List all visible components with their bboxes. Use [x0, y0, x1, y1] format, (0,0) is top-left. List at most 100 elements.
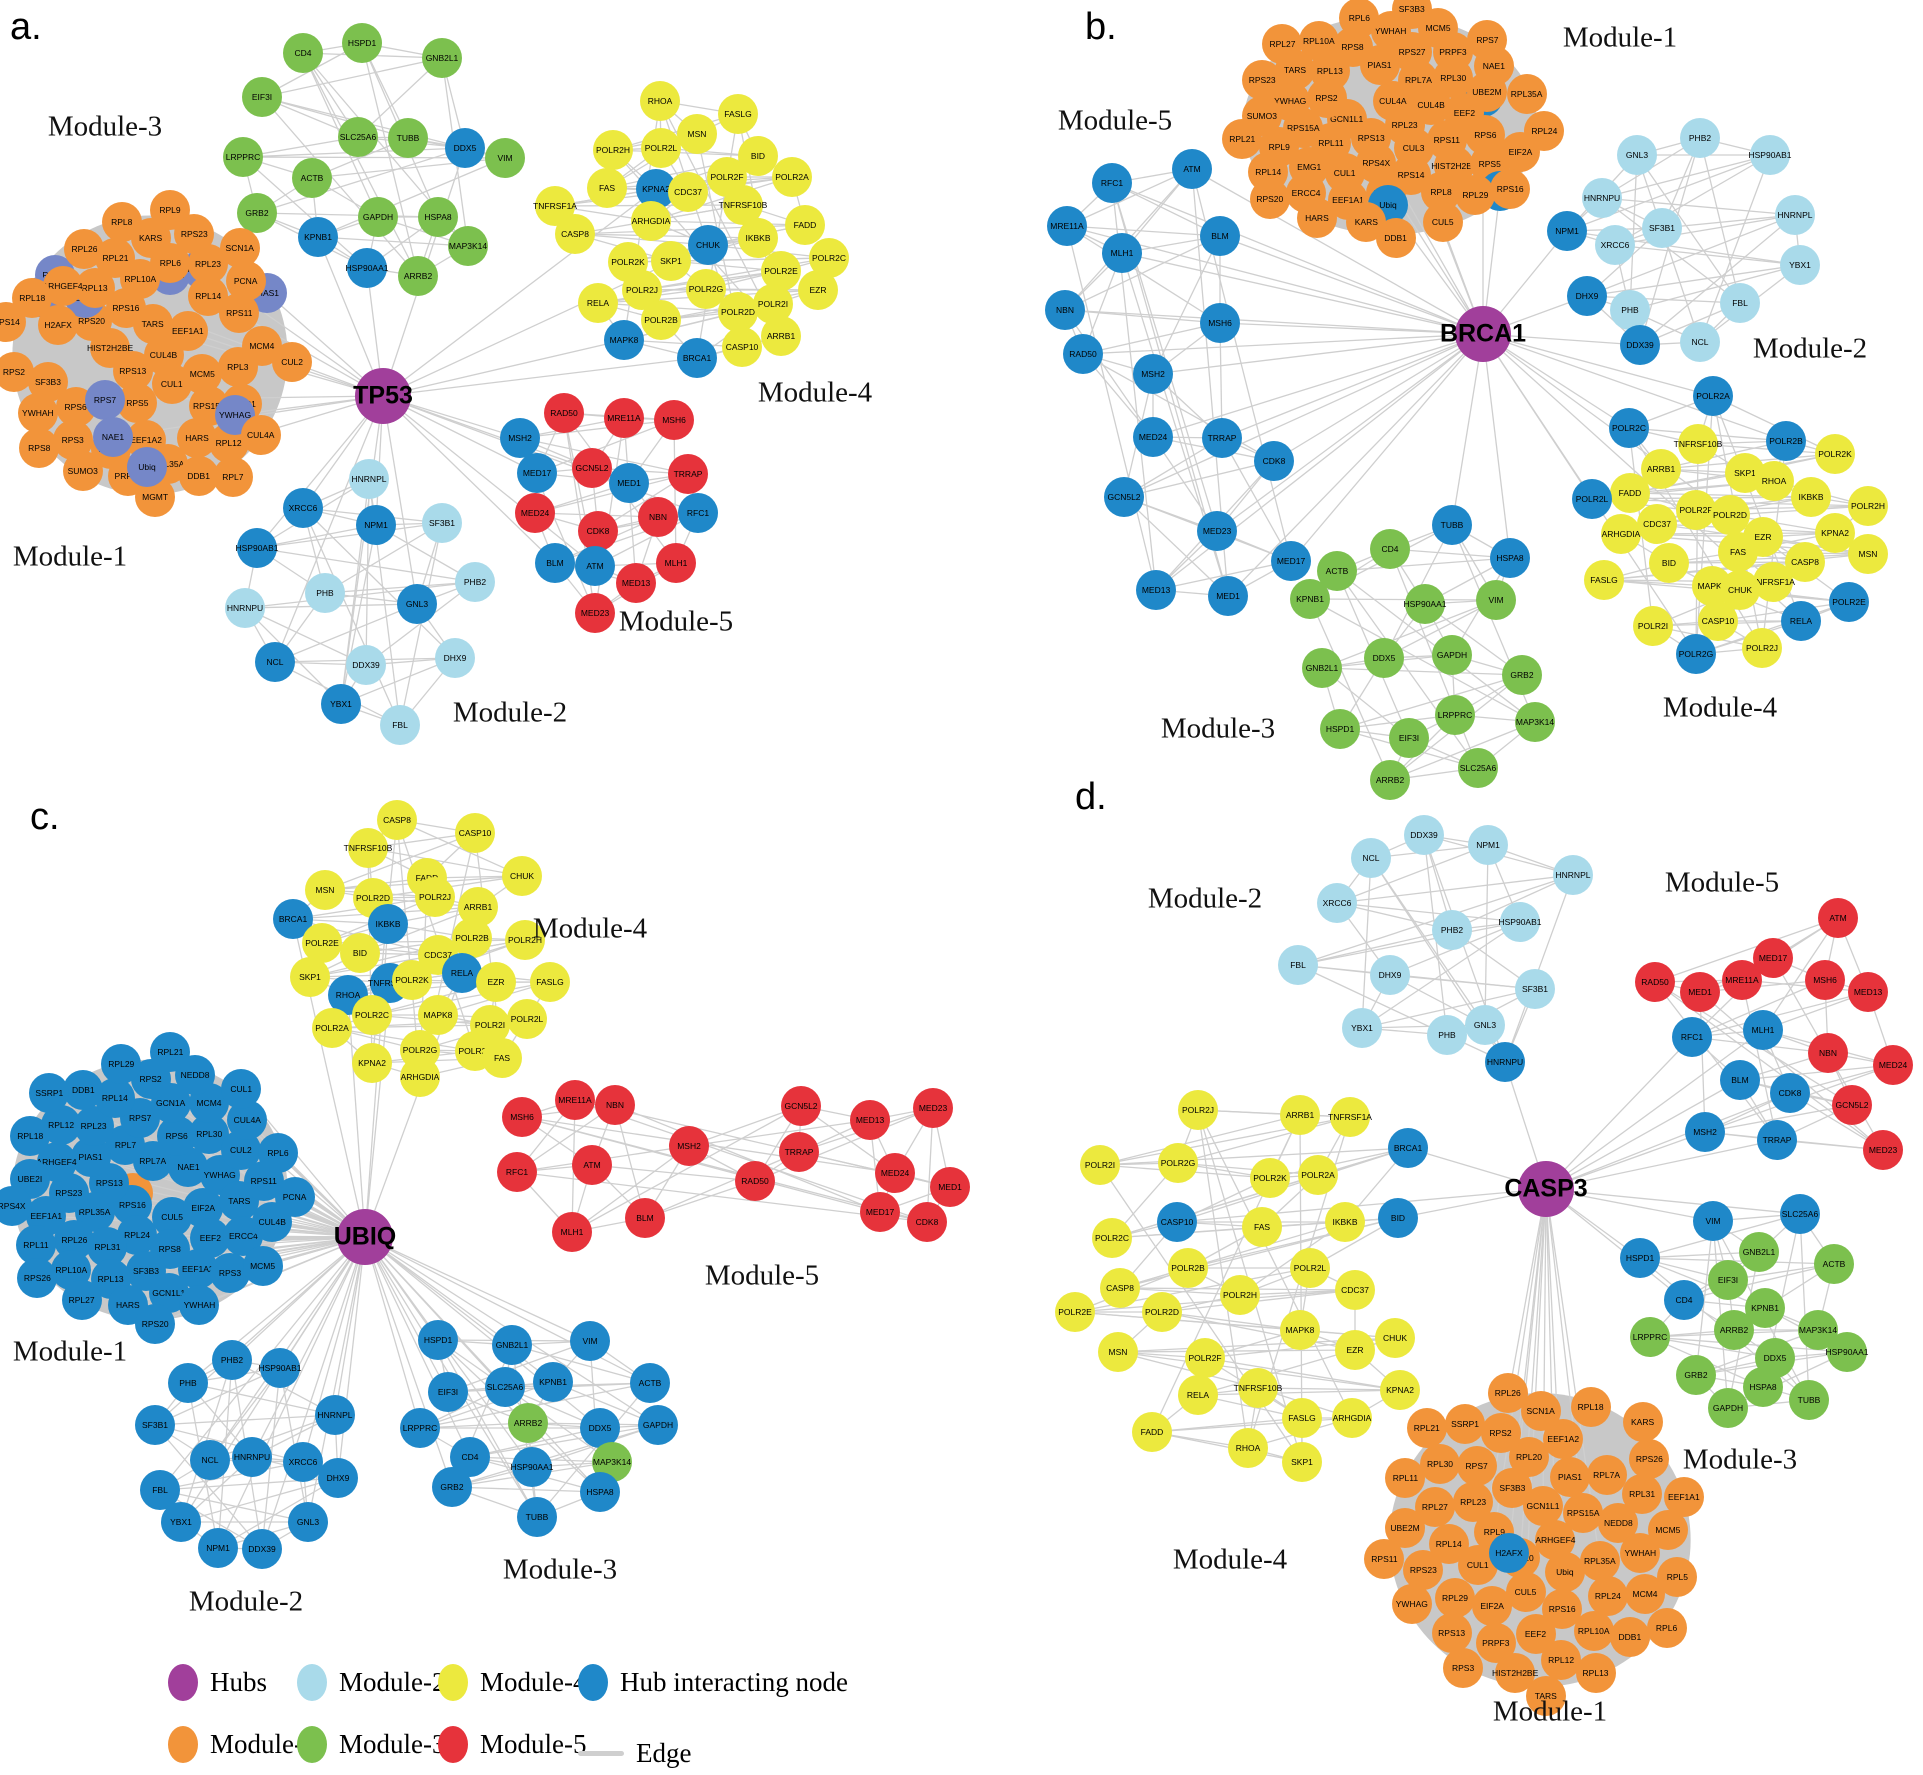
- node-POLR2L[interactable]: POLR2L: [641, 128, 681, 168]
- node-RPL31[interactable]: RPL31: [1622, 1474, 1663, 1514]
- node-XRCC6[interactable]: XRCC6: [1317, 883, 1357, 923]
- node-POLR2B[interactable]: POLR2B: [1168, 1248, 1208, 1288]
- node-RPL23[interactable]: RPL23: [1453, 1482, 1494, 1523]
- node-ARRB2[interactable]: ARRB2: [508, 1403, 548, 1443]
- node-TNFRSF10B[interactable]: TNFRSF10B: [1234, 1368, 1282, 1408]
- node-ATM[interactable]: ATM: [572, 1145, 612, 1185]
- node-MAP3K14[interactable]: MAP3K14: [1515, 702, 1555, 742]
- node-KARS[interactable]: KARS: [1622, 1402, 1663, 1443]
- node-RPL6[interactable]: RPL6: [1339, 0, 1380, 39]
- node-GRB2[interactable]: GRB2: [237, 193, 277, 233]
- node-RPS2[interactable]: RPS2: [1480, 1412, 1521, 1453]
- node-GAPDH[interactable]: GAPDH: [1708, 1388, 1748, 1428]
- node-RPL5[interactable]: RPL5: [1657, 1556, 1698, 1597]
- node-XRCC6[interactable]: XRCC6: [283, 1442, 323, 1482]
- node-PCNA[interactable]: PCNA: [274, 1176, 315, 1217]
- node-GCN5L2[interactable]: GCN5L2: [572, 448, 612, 488]
- node-TRRAP[interactable]: TRRAP: [668, 454, 708, 494]
- node-RPL31[interactable]: RPL31: [87, 1227, 128, 1268]
- node-EIF3I[interactable]: EIF3I: [242, 77, 282, 117]
- node-RFC1[interactable]: RFC1: [1092, 163, 1132, 203]
- node-YBX1[interactable]: YBX1: [161, 1502, 201, 1542]
- node-POLR2A[interactable]: POLR2A: [1693, 376, 1733, 416]
- node-CUL4A[interactable]: CUL4A: [240, 414, 281, 455]
- node-TNFRSF10B[interactable]: TNFRSF10B: [1674, 424, 1722, 464]
- node-BLM[interactable]: BLM: [535, 543, 575, 583]
- node-MAP3K14[interactable]: MAP3K14: [448, 226, 488, 266]
- node-ACTB[interactable]: ACTB: [292, 158, 332, 198]
- node-IKBKB[interactable]: IKBKB: [368, 904, 408, 944]
- node-DDX5[interactable]: DDX5: [580, 1408, 620, 1448]
- node-SKP1[interactable]: SKP1: [290, 957, 330, 997]
- node-CDK8[interactable]: CDK8: [1254, 441, 1294, 481]
- node-DHX9[interactable]: DHX9: [1567, 276, 1607, 316]
- node-MAPK8[interactable]: MAPK8: [418, 995, 458, 1035]
- node-RELA[interactable]: RELA: [1178, 1375, 1218, 1415]
- node-RPS20[interactable]: RPS20: [135, 1304, 176, 1345]
- node-LRPPRC[interactable]: LRPPRC: [1630, 1317, 1670, 1357]
- node-RPL27[interactable]: RPL27: [1262, 23, 1303, 64]
- node-FBL[interactable]: FBL: [1278, 945, 1318, 985]
- node-POLR2F[interactable]: POLR2F: [1185, 1338, 1225, 1378]
- node-EZR[interactable]: EZR: [798, 270, 838, 310]
- node-MSH6[interactable]: MSH6: [654, 400, 694, 440]
- node-FAS[interactable]: FAS: [587, 168, 627, 208]
- node-CDC37[interactable]: CDC37: [1335, 1270, 1375, 1310]
- node-CDC37[interactable]: CDC37: [1637, 504, 1677, 544]
- node-MED1[interactable]: MED1: [930, 1167, 970, 1207]
- node-GNB2L1[interactable]: GNB2L1: [1302, 648, 1342, 688]
- node-HSPD1[interactable]: HSPD1: [1620, 1238, 1660, 1278]
- node-MSH2[interactable]: MSH2: [500, 418, 540, 458]
- node-PHB2[interactable]: PHB2: [1432, 910, 1472, 950]
- node-XRCC6[interactable]: XRCC6: [283, 488, 323, 528]
- node-ARHGDIA[interactable]: ARHGDIA: [400, 1057, 440, 1097]
- node-HSP90AB1[interactable]: HSP90AB1: [1499, 902, 1542, 942]
- node-BLM[interactable]: BLM: [625, 1198, 665, 1238]
- node-CUL1[interactable]: CUL1: [221, 1068, 262, 1109]
- node-SCN1A[interactable]: SCN1A: [219, 228, 260, 269]
- node-NBN[interactable]: NBN: [1045, 290, 1085, 330]
- node-MSH6[interactable]: MSH6: [1200, 303, 1240, 343]
- node-MED24[interactable]: MED24: [515, 493, 555, 533]
- node-UBE2I[interactable]: UBE2I: [9, 1159, 50, 1200]
- node-GNB2L1[interactable]: GNB2L1: [492, 1325, 532, 1365]
- node-HARS[interactable]: HARS: [1296, 198, 1337, 239]
- node-DDX5[interactable]: DDX5: [1364, 638, 1404, 678]
- node-MSH2[interactable]: MSH2: [669, 1126, 709, 1166]
- node-NAE1[interactable]: NAE1: [93, 417, 133, 457]
- node-MSN[interactable]: MSN: [1098, 1332, 1138, 1372]
- node-GNL3[interactable]: GNL3: [1617, 135, 1657, 175]
- node-RPL6[interactable]: RPL6: [257, 1132, 298, 1173]
- node-MED17[interactable]: MED17: [517, 453, 557, 493]
- node-RPL26[interactable]: RPL26: [1487, 1373, 1528, 1414]
- node-POLR2L[interactable]: POLR2L: [1290, 1248, 1330, 1288]
- node-CUL5[interactable]: CUL5: [1505, 1572, 1546, 1613]
- node-PIAS1[interactable]: PIAS1: [1550, 1457, 1590, 1498]
- node-LRPPRC[interactable]: LRPPRC: [1435, 695, 1475, 735]
- node-MCM4[interactable]: MCM4: [1625, 1573, 1666, 1614]
- node-CHUK[interactable]: CHUK: [1375, 1318, 1415, 1358]
- node-GNB2L1[interactable]: GNB2L1: [422, 38, 462, 78]
- node-RPL13[interactable]: RPL13: [1575, 1653, 1616, 1694]
- node-HSPD1[interactable]: HSPD1: [1320, 709, 1360, 749]
- node-GAPDH[interactable]: GAPDH: [638, 1405, 678, 1445]
- node-RPL21[interactable]: RPL21: [1222, 118, 1263, 159]
- node-RPL27[interactable]: RPL27: [61, 1280, 102, 1321]
- node-TNFRSF10B[interactable]: TNFRSF10B: [344, 828, 392, 868]
- node-ARRB1[interactable]: ARRB1: [1641, 449, 1681, 489]
- node-ARHGDIA[interactable]: ARHGDIA: [631, 201, 671, 241]
- node-FADD[interactable]: FADD: [785, 205, 825, 245]
- node-TUBB[interactable]: TUBB: [1789, 1380, 1829, 1420]
- node-CDC37[interactable]: CDC37: [668, 172, 708, 212]
- node-POLR2H[interactable]: POLR2H: [1220, 1275, 1260, 1315]
- node-MSN[interactable]: MSN: [677, 114, 717, 154]
- node-DDX5[interactable]: DDX5: [445, 128, 485, 168]
- node-GCN5L2[interactable]: GCN5L2: [1104, 477, 1144, 517]
- node-ARRB1[interactable]: ARRB1: [1280, 1095, 1320, 1135]
- node-ACTB[interactable]: ACTB: [630, 1363, 670, 1403]
- node-DHX9[interactable]: DHX9: [1370, 955, 1410, 995]
- node-XRCC6[interactable]: XRCC6: [1595, 225, 1635, 265]
- node-GNL3[interactable]: GNL3: [1465, 1005, 1505, 1045]
- node-ATM[interactable]: ATM: [575, 546, 615, 586]
- node-EZR[interactable]: EZR: [1335, 1330, 1375, 1370]
